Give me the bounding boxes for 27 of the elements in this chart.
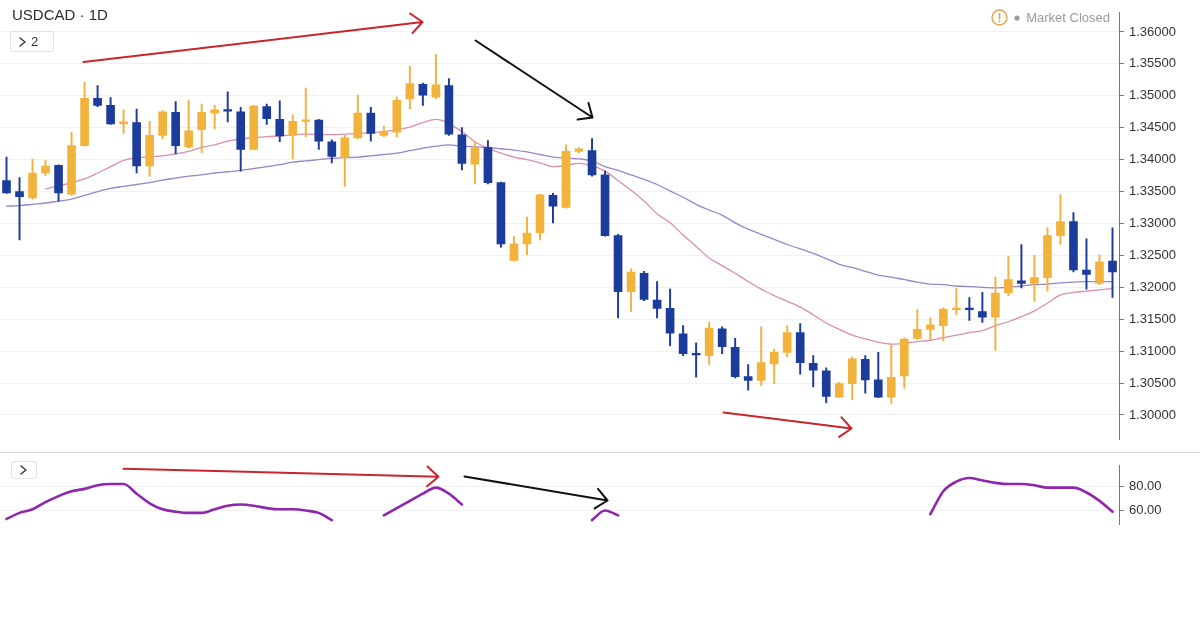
y-tick-label: 1.31000 [1129,342,1176,358]
candlestick [1082,238,1091,290]
y-tick-label: 1.34000 [1129,151,1176,167]
y-tick-label: 1.31500 [1129,310,1176,326]
y-tick-label: 1.34500 [1129,119,1176,135]
y-tick-label: 1.33000 [1129,215,1176,231]
annotation: 2 [31,33,39,50]
y-tick-label: 1.30000 [1129,406,1176,422]
chart-title: USDCAD · 1D [12,6,108,24]
y-tick-label: 1.30500 [1129,374,1176,390]
y-tick-label: 1.33500 [1129,183,1176,199]
candlestick [223,91,233,123]
toggle-button[interactable] [11,461,37,479]
candlestick [301,87,311,137]
y-tick-label: 1.32500 [1129,246,1176,262]
y-tick-label: 1.35000 [1129,87,1176,103]
toggle-button[interactable] [10,31,54,52]
y-tick-label: 1.35500 [1129,55,1176,71]
line-series [44,118,1114,345]
candlestick [1017,244,1026,289]
candlestick [965,297,974,321]
y-tick-label: 80.00 [1129,478,1162,494]
y-tick-label: 1.36000 [1129,23,1176,39]
y-tick-label: 1.32000 [1129,278,1176,294]
y-tick-label: 60.00 [1129,502,1162,518]
candlestick [952,288,961,316]
annotation: Market Closed [1026,9,1110,26]
